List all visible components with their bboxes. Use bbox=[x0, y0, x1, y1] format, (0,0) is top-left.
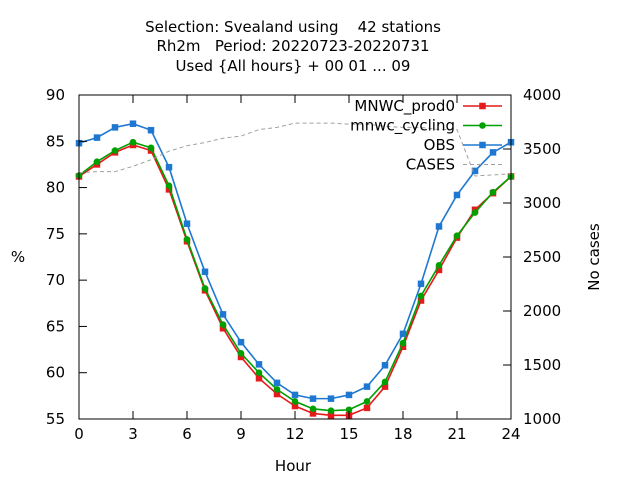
data-point-obs bbox=[237, 338, 245, 346]
data-point-mnwc-cycling bbox=[201, 285, 209, 292]
data-point-obs bbox=[129, 120, 137, 127]
legend-label-cases: CASES bbox=[406, 156, 455, 174]
data-point-mnwc-cycling bbox=[399, 339, 407, 347]
x-tick-label: 21 bbox=[447, 425, 466, 443]
data-point-obs bbox=[309, 395, 317, 402]
y2-tick-label: 4000 bbox=[523, 86, 561, 104]
data-point-mnwc-cycling bbox=[345, 406, 353, 414]
data-point-mnwc-cycling bbox=[291, 398, 299, 405]
y2-tick-label: 2500 bbox=[523, 248, 561, 266]
data-point-obs bbox=[399, 330, 407, 338]
data-point-obs bbox=[327, 395, 335, 402]
data-point-mnwc-cycling bbox=[129, 138, 137, 146]
chart-title-line-2: Rh2m Period: 20220723-20220731 bbox=[156, 37, 429, 55]
data-point-obs bbox=[435, 223, 443, 230]
y2-tick-label: 1000 bbox=[523, 410, 561, 428]
x-tick-label: 12 bbox=[285, 425, 304, 443]
legend-marker-mnwc-cycling bbox=[479, 122, 486, 129]
y-tick-label: 85 bbox=[46, 132, 65, 150]
legend-marker-obs bbox=[479, 141, 486, 149]
series-mnwc-prod0 bbox=[75, 141, 515, 419]
legend-label-obs: OBS bbox=[424, 136, 455, 154]
data-point-mnwc-cycling bbox=[273, 386, 281, 393]
y-tick-label: 90 bbox=[46, 86, 65, 104]
x-axis-label: Hour bbox=[275, 457, 312, 475]
data-point-obs bbox=[381, 362, 389, 369]
data-point-mnwc-cycling bbox=[93, 158, 101, 165]
data-point-mnwc-cycling bbox=[327, 407, 335, 414]
data-point-mnwc-cycling bbox=[471, 209, 479, 216]
data-point-obs bbox=[201, 268, 209, 276]
y2-axis-label: No cases bbox=[585, 223, 603, 291]
data-point-mnwc-cycling bbox=[219, 321, 227, 328]
series-line-mnwc-prod0 bbox=[78, 144, 512, 417]
y2-tick-label: 3500 bbox=[523, 140, 561, 158]
data-point-obs bbox=[453, 191, 461, 199]
x-tick-label: 0 bbox=[74, 425, 84, 443]
data-point-obs bbox=[471, 167, 479, 175]
data-point-obs bbox=[165, 163, 173, 171]
data-point-obs bbox=[489, 149, 497, 156]
y2-tick-label: 3000 bbox=[523, 194, 561, 212]
data-point-mnwc-cycling bbox=[435, 262, 443, 269]
data-point-obs bbox=[255, 361, 263, 368]
series-line-cases bbox=[78, 122, 512, 177]
data-point-obs bbox=[111, 124, 119, 131]
data-point-mnwc-cycling bbox=[453, 232, 461, 240]
y2-tick-label: 2000 bbox=[523, 302, 561, 320]
data-point-mnwc-cycling bbox=[417, 292, 425, 300]
data-point-obs bbox=[363, 383, 371, 390]
y2-tick-label: 1500 bbox=[523, 356, 561, 374]
series-mnwc-cycling bbox=[75, 138, 515, 414]
axis-ticks: 0 3 6 9 12 15 18 21 24 55 60 65 70 75 80 85 90 1000 1500 20… bbox=[46, 86, 561, 443]
data-point-obs bbox=[291, 391, 299, 399]
data-point-mnwc-prod0 bbox=[255, 375, 263, 382]
data-point-mnwc-cycling bbox=[381, 378, 389, 386]
data-point-mnwc-cycling bbox=[255, 369, 263, 377]
y-tick-label: 60 bbox=[46, 364, 65, 382]
chart-title-line-1: Selection: Svealand using 42 stations bbox=[145, 18, 441, 36]
data-point-mnwc-cycling bbox=[363, 398, 371, 405]
x-tick-label: 15 bbox=[339, 425, 358, 443]
data-point-mnwc-prod0 bbox=[363, 404, 371, 412]
y-tick-label: 65 bbox=[46, 317, 65, 335]
data-point-obs bbox=[345, 391, 353, 399]
data-point-obs bbox=[273, 379, 281, 387]
series-obs bbox=[75, 120, 515, 402]
y-tick-label: 70 bbox=[46, 271, 65, 289]
series-line-mnwc-cycling bbox=[78, 141, 512, 412]
x-tick-label: 6 bbox=[182, 425, 192, 443]
x-tick-label: 9 bbox=[236, 425, 246, 443]
plot-frame bbox=[78, 94, 512, 420]
x-tick-label: 24 bbox=[501, 425, 520, 443]
data-point-obs bbox=[417, 280, 425, 288]
data-point-mnwc-cycling bbox=[165, 182, 173, 190]
y-tick-label: 80 bbox=[46, 179, 65, 197]
chart-title-line-3: Used {All hours} + 00 01 ... 09 bbox=[176, 57, 411, 75]
data-point-mnwc-cycling bbox=[147, 144, 155, 152]
series-cases bbox=[78, 122, 512, 177]
data-point-obs bbox=[147, 126, 155, 134]
data-point-mnwc-cycling bbox=[237, 349, 245, 357]
legend-label-mnwc-cycling: mnwc_cycling bbox=[350, 117, 455, 136]
legend-marker-mnwc-prod0 bbox=[479, 102, 486, 110]
data-point-obs bbox=[183, 220, 191, 227]
y-tick-label: 75 bbox=[46, 225, 65, 243]
series-lines bbox=[75, 120, 515, 419]
y-axis-label: % bbox=[11, 248, 25, 266]
data-point-mnwc-cycling bbox=[489, 188, 497, 196]
data-point-obs bbox=[219, 311, 227, 318]
y-tick-label: 55 bbox=[46, 410, 65, 428]
data-point-mnwc-cycling bbox=[111, 147, 119, 154]
data-point-mnwc-cycling bbox=[183, 236, 191, 243]
x-tick-label: 18 bbox=[393, 425, 412, 443]
data-point-mnwc-cycling bbox=[309, 405, 317, 413]
data-point-obs bbox=[93, 134, 101, 141]
legend-label-mnwc-prod0: MNWC_prod0 bbox=[354, 97, 455, 116]
x-tick-label: 3 bbox=[128, 425, 138, 443]
